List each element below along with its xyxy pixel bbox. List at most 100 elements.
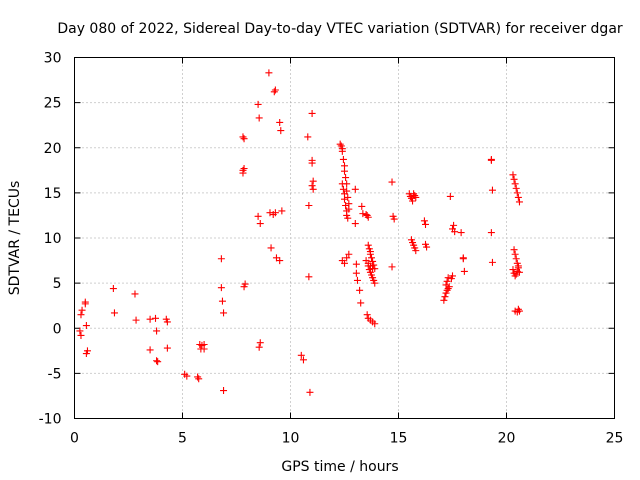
- data-point: [217, 284, 225, 292]
- data-point: [163, 318, 171, 326]
- y-tick-label: 25: [44, 96, 62, 112]
- y-tick-label: -5: [48, 366, 62, 382]
- data-point: [220, 309, 228, 317]
- data-point: [487, 229, 495, 237]
- data-point: [515, 307, 523, 315]
- data-point: [278, 207, 286, 215]
- data-point: [412, 247, 420, 255]
- data-point: [388, 263, 396, 271]
- x-axis-label: GPS time / hours: [281, 459, 398, 475]
- data-point: [341, 195, 348, 203]
- x-tick-label: 0: [70, 431, 79, 447]
- data-point: [132, 316, 140, 324]
- data-point: [487, 156, 495, 164]
- data-point: [341, 167, 348, 175]
- data-point: [457, 229, 465, 237]
- data-point: [512, 184, 520, 192]
- data-point: [390, 215, 398, 223]
- data-point: [369, 257, 377, 265]
- data-point: [309, 185, 317, 193]
- data-point: [308, 109, 316, 117]
- data-point: [356, 286, 364, 294]
- data-point: [309, 177, 317, 185]
- data-point: [270, 88, 278, 96]
- data-point: [515, 198, 523, 206]
- data-point: [409, 197, 417, 205]
- chart-title: Day 080 of 2022, Sidereal Day-to-day VTE…: [57, 21, 623, 37]
- data-point: [255, 343, 263, 351]
- data-point: [131, 290, 139, 298]
- data-point: [345, 250, 353, 258]
- data-point: [200, 340, 208, 348]
- x-tick-label: 15: [390, 431, 408, 447]
- data-point: [370, 261, 378, 269]
- data-point: [514, 193, 522, 201]
- data-point: [153, 327, 161, 335]
- data-point: [297, 351, 305, 359]
- y-tick-label: 10: [44, 231, 62, 247]
- data-points: [76, 69, 523, 396]
- data-point: [512, 255, 520, 263]
- data-point: [254, 212, 262, 220]
- data-point: [217, 255, 225, 263]
- data-point: [239, 169, 247, 177]
- data-point: [451, 228, 459, 236]
- data-point: [369, 265, 377, 273]
- data-point: [342, 202, 350, 210]
- data-point: [109, 285, 117, 293]
- data-point: [308, 159, 316, 167]
- y-tick-label: -10: [39, 412, 62, 428]
- data-point: [440, 296, 448, 304]
- data-point: [351, 185, 359, 193]
- data-point: [358, 202, 366, 210]
- data-point: [364, 241, 372, 249]
- data-point: [277, 127, 285, 135]
- data-point: [81, 298, 89, 306]
- data-point: [195, 375, 203, 383]
- data-point: [423, 243, 431, 251]
- data-point: [511, 180, 519, 188]
- data-point: [364, 213, 372, 221]
- data-point: [412, 193, 420, 201]
- data-point: [371, 320, 379, 328]
- data-point: [371, 279, 379, 287]
- data-point: [339, 155, 347, 163]
- data-point: [240, 165, 248, 173]
- data-point: [422, 220, 429, 228]
- x-tick-label: 10: [282, 431, 300, 447]
- data-point: [339, 185, 347, 193]
- data-point: [488, 186, 496, 194]
- data-point: [267, 244, 275, 252]
- data-point: [338, 147, 346, 155]
- data-point: [351, 220, 359, 228]
- data-point: [343, 254, 351, 262]
- data-point: [276, 257, 284, 265]
- data-point: [154, 358, 162, 366]
- data-point: [163, 344, 171, 352]
- data-point: [183, 372, 191, 380]
- data-point: [271, 86, 279, 94]
- axes: 0 5 10 15 20 25 -10 -5 0 5 10 15 20 25 30: [39, 51, 624, 447]
- data-point: [305, 273, 313, 281]
- data-point: [305, 202, 313, 210]
- data-point: [352, 269, 360, 277]
- data-point: [450, 221, 458, 229]
- data-point: [265, 69, 273, 77]
- data-point: [344, 193, 352, 201]
- data-point: [341, 259, 348, 267]
- x-tick-label: 25: [606, 431, 624, 447]
- data-point: [388, 178, 396, 186]
- data-point: [306, 388, 314, 396]
- y-axis-label: SDTVAR / TECUs: [7, 181, 23, 296]
- data-point: [459, 255, 467, 263]
- data-point: [446, 192, 454, 200]
- data-point: [299, 356, 307, 364]
- data-point: [146, 315, 154, 323]
- y-tick-label: 20: [44, 141, 62, 157]
- data-point: [240, 283, 248, 291]
- data-point: [76, 327, 84, 335]
- data-point: [153, 357, 161, 365]
- data-point: [449, 272, 456, 280]
- data-point: [271, 209, 279, 217]
